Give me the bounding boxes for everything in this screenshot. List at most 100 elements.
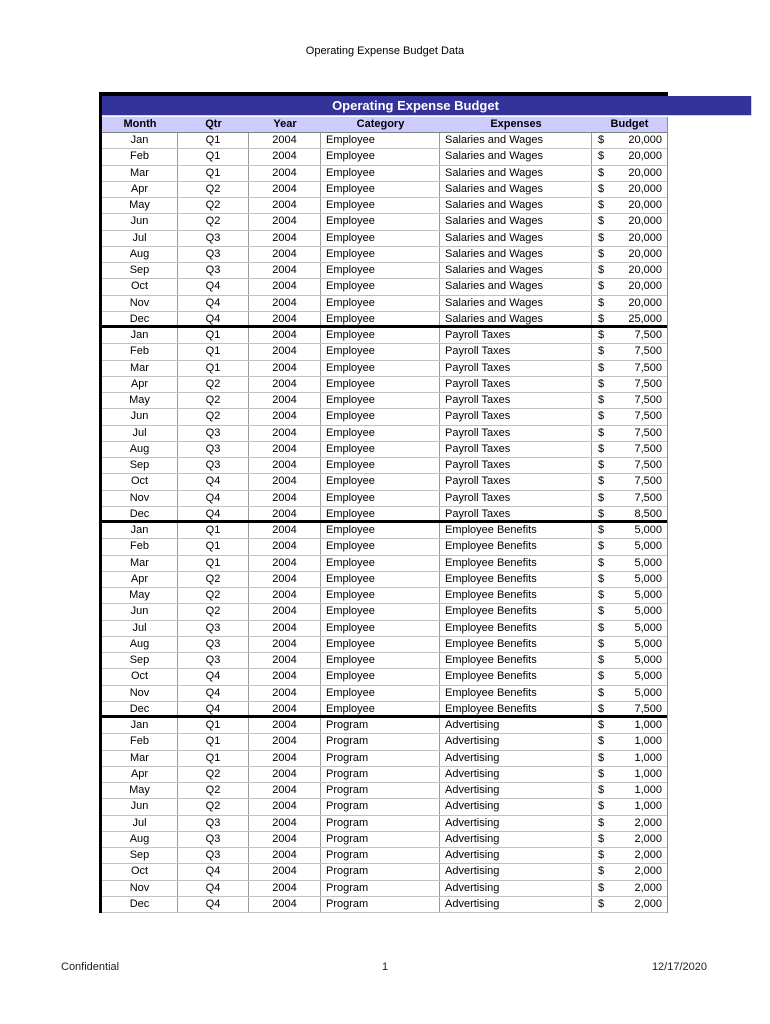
cell-expenses: Employee Benefits	[440, 539, 592, 555]
cell-category: Employee	[321, 636, 440, 652]
budget-amount: 5,000	[634, 605, 662, 618]
cell-budget: $5,000	[592, 588, 667, 603]
cell-month: Mar	[102, 750, 178, 766]
budget-amount: 5,000	[634, 524, 662, 536]
cell-category: Employee	[321, 279, 440, 295]
budget-amount: 2,000	[634, 816, 662, 829]
cell-budget: $1,000	[592, 734, 667, 749]
cell-budget: $5,000	[592, 669, 667, 684]
cell-category: Program	[321, 831, 440, 847]
currency-symbol: $	[598, 524, 605, 536]
cell-budget: $7,500	[592, 377, 667, 392]
cell-category: Employee	[321, 376, 440, 392]
cell-expenses: Salaries and Wages	[440, 295, 592, 311]
cell-expenses: Employee Benefits	[440, 588, 592, 604]
cell-qtr: Q2	[178, 766, 249, 782]
cell-category: Employee	[321, 149, 440, 165]
cell-expenses: Advertising	[440, 896, 592, 912]
cell-year: 2004	[249, 783, 321, 799]
budget-amount: 7,500	[634, 361, 662, 374]
currency-symbol: $	[598, 426, 605, 439]
cell-qtr: Q4	[178, 669, 249, 685]
budget-amount: 20,000	[628, 231, 662, 244]
cell-year: 2004	[249, 474, 321, 490]
cell-expenses: Payroll Taxes	[440, 490, 592, 506]
cell-category: Employee	[321, 393, 440, 409]
footer-page-number: 1	[381, 961, 389, 973]
cell-month: May	[102, 588, 178, 604]
cell-year: 2004	[249, 864, 321, 880]
cell-qtr: Q2	[178, 588, 249, 604]
cell-budget: $5,000	[592, 523, 667, 538]
currency-symbol: $	[598, 751, 605, 764]
budget-amount: 20,000	[628, 280, 662, 293]
cell-qtr: Q1	[178, 344, 249, 360]
cell-month: Nov	[102, 295, 178, 311]
budget-amount: 20,000	[628, 150, 662, 163]
cell-qtr: Q3	[178, 230, 249, 246]
table-row: May Q2 2004 Employee Payroll Taxes $7,500	[102, 393, 667, 410]
cell-qtr: Q3	[178, 263, 249, 279]
cell-expenses: Salaries and Wages	[440, 165, 592, 181]
cell-expenses: Salaries and Wages	[440, 133, 592, 149]
table-row: Jul Q3 2004 Program Advertising $2,000	[102, 815, 667, 832]
cell-qtr: Q1	[178, 523, 249, 539]
cell-month: Apr	[102, 766, 178, 782]
budget-amount: 20,000	[628, 247, 662, 260]
currency-symbol: $	[598, 247, 605, 260]
cell-budget: $5,000	[592, 572, 667, 587]
cell-category: Employee	[321, 409, 440, 425]
currency-symbol: $	[598, 670, 605, 683]
budget-amount: 2,000	[634, 849, 662, 861]
cell-budget: $7,500	[592, 328, 667, 343]
cell-month: Jul	[102, 620, 178, 636]
currency-symbol: $	[598, 605, 605, 618]
budget-amount: 20,000	[628, 182, 662, 195]
budget-amount: 7,500	[634, 442, 662, 455]
cell-year: 2004	[249, 214, 321, 230]
cell-month: Sep	[102, 848, 178, 864]
currency-symbol: $	[598, 491, 605, 504]
table-title-band: Operating Expense Budget	[102, 96, 752, 116]
cell-month: Nov	[102, 880, 178, 896]
table-row: Mar Q1 2004 Employee Payroll Taxes $7,500	[102, 360, 667, 377]
currency-symbol: $	[598, 264, 605, 276]
cell-expenses: Employee Benefits	[440, 571, 592, 587]
cell-year: 2004	[249, 685, 321, 701]
budget-amount: 5,000	[634, 540, 662, 553]
cell-year: 2004	[249, 588, 321, 604]
cell-month: Jul	[102, 230, 178, 246]
cell-expenses: Advertising	[440, 783, 592, 799]
cell-month: Aug	[102, 441, 178, 457]
currency-symbol: $	[598, 589, 605, 601]
cell-month: Apr	[102, 376, 178, 392]
cell-budget: $5,000	[592, 556, 667, 571]
table-row: Dec Q4 2004 Employee Employee Benefits $7,500	[102, 701, 667, 718]
currency-symbol: $	[598, 654, 605, 666]
cell-expenses: Payroll Taxes	[440, 458, 592, 474]
cell-budget: $7,500	[592, 458, 667, 473]
cell-budget: $2,000	[592, 848, 667, 863]
cell-month: Aug	[102, 831, 178, 847]
table-header-row: Month Qtr Year Category Expenses Budget	[102, 117, 667, 133]
currency-symbol: $	[598, 312, 605, 325]
cell-category: Program	[321, 718, 440, 734]
currency-symbol: $	[598, 377, 605, 390]
currency-symbol: $	[598, 134, 605, 146]
currency-symbol: $	[598, 442, 605, 455]
cell-year: 2004	[249, 393, 321, 409]
page-title: Operating Expense Budget Data	[305, 45, 465, 57]
cell-year: 2004	[249, 896, 321, 912]
cell-expenses: Payroll Taxes	[440, 474, 592, 490]
cell-expenses: Payroll Taxes	[440, 425, 592, 441]
cell-budget: $1,000	[592, 751, 667, 766]
cell-budget: $7,500	[592, 393, 667, 408]
cell-expenses: Advertising	[440, 848, 592, 864]
budget-amount: 20,000	[628, 134, 662, 146]
cell-year: 2004	[249, 539, 321, 555]
cell-category: Employee	[321, 523, 440, 539]
cell-category: Employee	[321, 246, 440, 262]
cell-year: 2004	[249, 555, 321, 571]
cell-month: Jun	[102, 409, 178, 425]
